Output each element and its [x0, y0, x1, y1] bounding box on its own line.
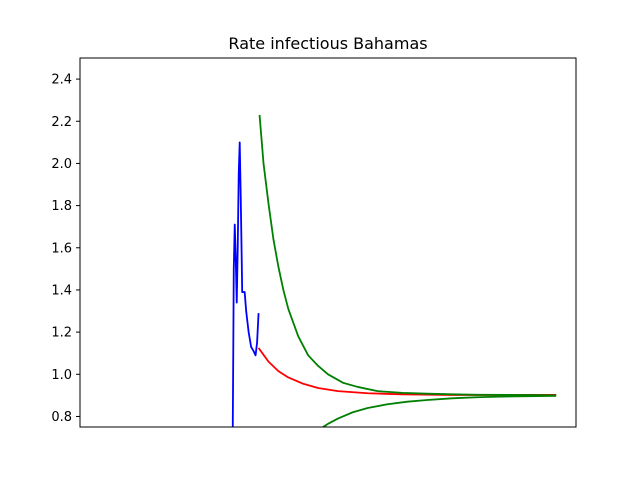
chart-title: Rate infectious Bahamas [228, 34, 427, 53]
y-tick-label: 1.4 [51, 283, 72, 298]
y-tick-label: 2.0 [51, 157, 72, 172]
y-tick-label: 0.8 [51, 410, 72, 425]
y-tick-label: 1.2 [51, 326, 72, 341]
y-tick-label: 2.4 [51, 73, 72, 88]
y-tick-label: 1.6 [51, 241, 72, 256]
series-line-3 [258, 114, 557, 397]
y-tick-label: 1.8 [51, 199, 72, 214]
y-tick-label: 2.2 [51, 115, 72, 130]
plot-frame [79, 57, 577, 428]
series-layer [231, 114, 557, 427]
series-line-1 [231, 141, 260, 427]
y-tick-label: 1.0 [51, 368, 72, 383]
y-axis: 0.8 1.0 1.2 1.4 1.6 1.8 2.0 2.2 2.4 [51, 73, 80, 425]
series-line-4 [322, 394, 557, 427]
